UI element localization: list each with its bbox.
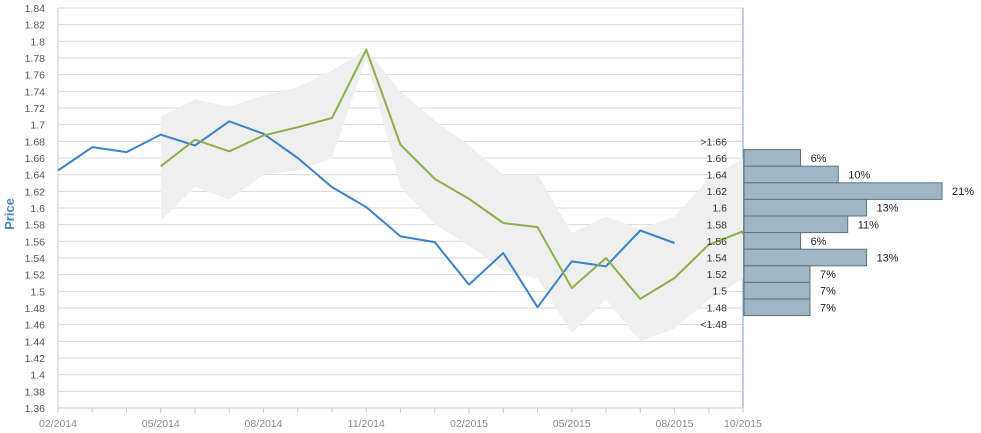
x-tick-label: 10/2015	[724, 418, 762, 430]
distribution-percent: 13%	[877, 253, 899, 265]
y-axis-label: Price	[2, 198, 17, 230]
y-tick-label: 1.5	[30, 286, 45, 298]
series-lines	[57, 48, 744, 309]
distribution-bin-label: 1.54	[707, 253, 728, 265]
y-tick-label: 1.76	[25, 70, 46, 82]
y-tick-label: 1.56	[25, 236, 46, 248]
distribution-percent: 11%	[858, 219, 879, 231]
actual-price-line	[57, 120, 675, 309]
y-tick-label: 1.6	[30, 203, 45, 215]
y-tick-label: 1.42	[25, 353, 46, 365]
x-tick-label: 05/2015	[553, 418, 591, 430]
distribution-bin-label: 1.66	[707, 153, 728, 165]
forecast-range-area	[160, 49, 743, 342]
x-axis-ticks: 02/2014 05/2014 08/2014 11/2014 02/2015 05/20…	[39, 408, 762, 430]
y-tick-label: 1.48	[25, 303, 46, 315]
distribution-bar	[743, 248, 868, 267]
distribution-bar	[743, 198, 868, 217]
x-tick-label: 02/2014	[39, 418, 77, 430]
distribution-bar	[743, 165, 839, 184]
y-tick-label: 1.4	[30, 370, 45, 382]
y-tick-label: 1.58	[25, 220, 46, 232]
distribution-bin-label: 1.56	[707, 236, 728, 248]
y-tick-label: 1.78	[25, 53, 46, 65]
y-tick-label: 1.8	[30, 36, 45, 48]
y-tick-label: 1.72	[25, 103, 46, 115]
x-tick-label: 02/2015	[450, 418, 488, 430]
y-tick-label: 1.36	[25, 403, 46, 415]
y-tick-label: 1.64	[25, 170, 46, 182]
distribution-bin-label: >1.66	[700, 136, 727, 148]
distribution-percent: 21%	[952, 186, 974, 198]
distribution-bin-label: 1.6	[712, 203, 727, 215]
distribution-percent: 10%	[848, 170, 870, 182]
distribution-bar	[743, 182, 943, 200]
distribution-bar	[743, 149, 802, 167]
distribution-percent: 13%	[877, 203, 899, 215]
x-tick-label: 05/2014	[142, 418, 180, 430]
distribution-percent: 6%	[811, 236, 827, 248]
y-tick-label: 1.54	[25, 253, 46, 265]
x-tick-label: 08/2014	[245, 418, 283, 430]
y-tick-label: 1.38	[25, 386, 46, 398]
distribution-bin-label: 1.64	[707, 170, 728, 182]
distribution-bin-label: 1.58	[707, 219, 728, 231]
y-tick-label: 1.84	[25, 3, 46, 15]
distribution-bar	[743, 265, 811, 283]
distribution-histogram: >1.66 1.66 6% 1.64 10% 1.62 21% 1.6 13% 1.58 11% 1.…	[700, 136, 974, 331]
distribution-bar	[743, 281, 811, 300]
x-tick-label: 08/2015	[656, 418, 694, 430]
distribution-bar	[743, 232, 802, 250]
distribution-bin-label: 1.52	[707, 269, 728, 281]
y-tick-label: 1.66	[25, 153, 46, 165]
range-band	[160, 49, 743, 342]
y-tick-label: 1.62	[25, 186, 46, 198]
x-tick-label: 11/2014	[348, 418, 385, 430]
y-tick-label: 1.7	[30, 120, 45, 132]
distribution-percent: 7%	[820, 302, 836, 314]
y-tick-label: 1.68	[25, 136, 46, 148]
y-tick-label: 1.44	[25, 336, 46, 348]
forecast-price-line	[160, 48, 744, 300]
distribution-percent: 7%	[820, 286, 836, 298]
y-tick-label: 1.74	[25, 86, 46, 98]
distribution-percent: 6%	[811, 153, 827, 165]
distribution-bin-label: 1.5	[712, 286, 727, 298]
distribution-bar	[743, 298, 811, 317]
distribution-percent: 7%	[820, 269, 836, 281]
y-axis-ticks: 1.36 1.38 1.4 1.42 1.44 1.46 1.48 1.5 1.52 1.54 1.…	[25, 3, 46, 415]
y-tick-label: 1.46	[25, 320, 46, 332]
distribution-bin-label: 1.62	[707, 186, 728, 198]
y-tick-label: 1.52	[25, 270, 46, 282]
distribution-bin-label: <1.48	[700, 319, 727, 331]
distribution-bin-label: 1.48	[707, 302, 728, 314]
distribution-bar	[743, 215, 849, 234]
y-tick-label: 1.82	[25, 20, 46, 32]
